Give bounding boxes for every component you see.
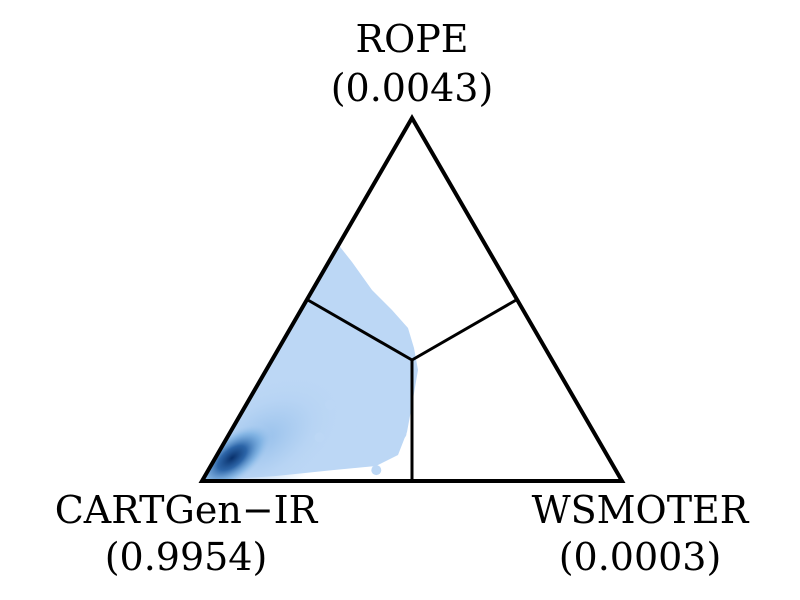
vertex-name: WSMOTER (532, 488, 750, 532)
scatter-point (350, 341, 361, 352)
scatter-point (390, 367, 401, 378)
scatter-points (306, 316, 407, 476)
scatter-point (373, 410, 384, 421)
scatter-point (325, 399, 336, 410)
vertex-value: (0.0043) (331, 66, 494, 110)
vertex-name: CARTGen−IR (55, 488, 319, 532)
scatter-point (354, 370, 365, 381)
scatter-point (396, 428, 407, 439)
density-core (202, 422, 273, 481)
vertex-value: (0.0003) (559, 535, 722, 579)
scatter-point (373, 359, 384, 370)
region-divider (306, 298, 413, 362)
scatter-point (344, 454, 354, 465)
region-divider (411, 298, 518, 362)
scatter-point (371, 465, 382, 476)
ternary-frame (198, 114, 626, 483)
vertex-name: ROPE (355, 17, 468, 61)
scatter-point (354, 443, 365, 454)
vertex-label-top: ROPE (0.0043) (331, 17, 494, 110)
scatter-point (314, 432, 325, 443)
scatter-point (306, 316, 317, 327)
scatter-point (346, 421, 357, 432)
vertex-label-bottom-left: CARTGen−IR (0.9954) (55, 488, 319, 579)
vertex-label-bottom-right: WSMOTER (0.0003) (532, 488, 750, 579)
scatter-point (341, 385, 352, 396)
region-dividers (306, 298, 518, 481)
vertex-value: (0.9954) (105, 535, 268, 579)
